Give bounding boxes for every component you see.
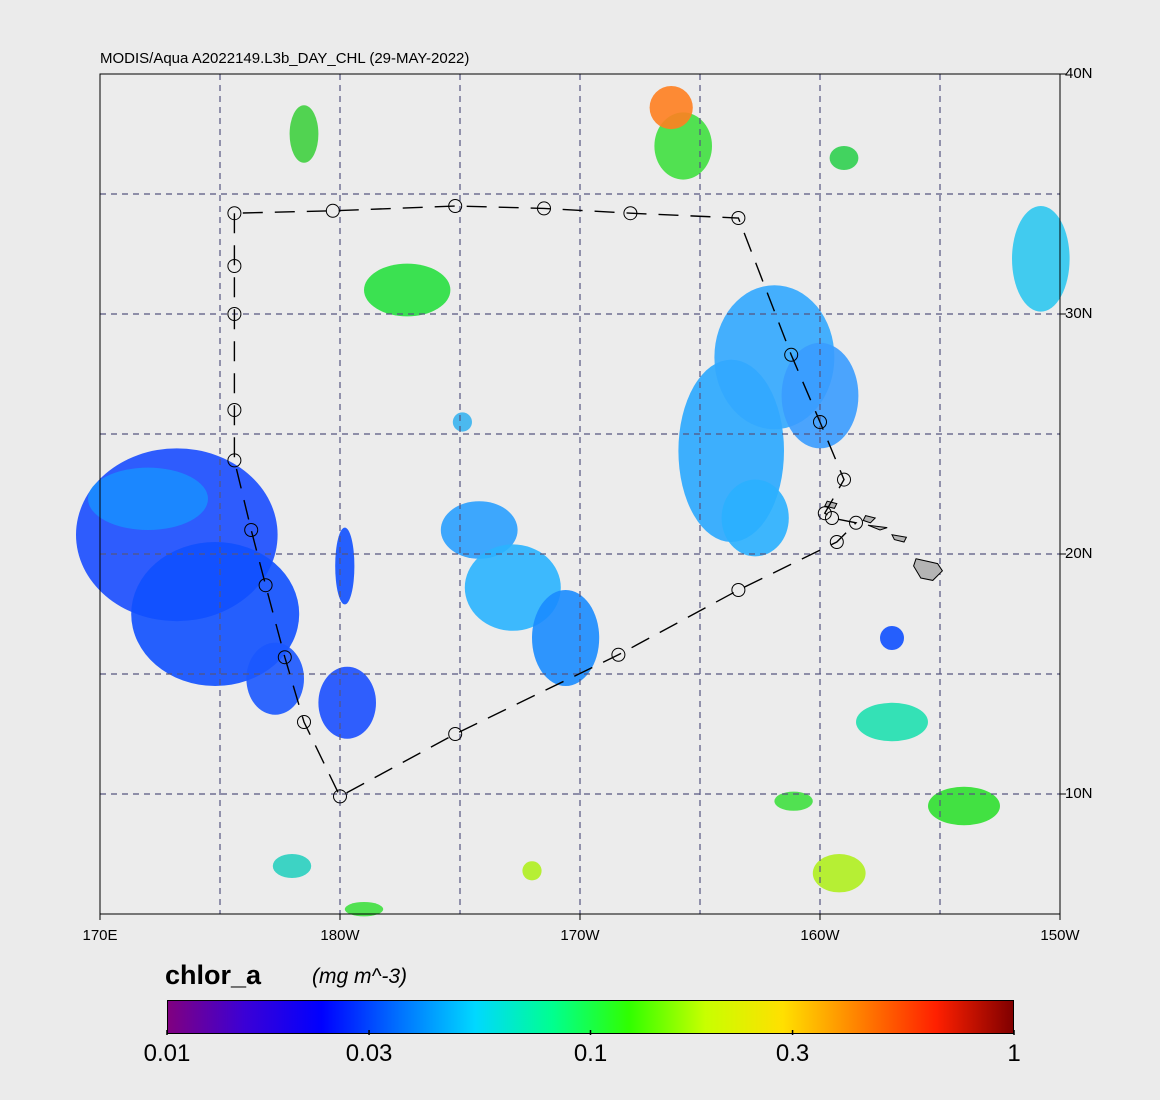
station-marker <box>448 199 463 213</box>
station-marker <box>731 211 746 225</box>
colorbar-tick-label: 0.03 <box>345 1040 393 1067</box>
station-marker <box>813 415 827 429</box>
map-frame <box>99 73 1061 915</box>
station-marker <box>333 789 347 804</box>
axis-ticks <box>99 73 1066 920</box>
station-marker <box>227 259 242 273</box>
chlorophyll-patch <box>246 642 304 715</box>
lon-label: 150W <box>1040 927 1080 944</box>
station-marker <box>784 347 799 362</box>
chlorophyll-patch <box>654 112 712 180</box>
lon-label: 160W <box>800 927 840 944</box>
station-marker <box>825 511 839 525</box>
lon-label: 170E <box>82 927 118 944</box>
chlorophyll-patch <box>344 902 384 917</box>
station-marker <box>227 403 242 417</box>
station-marker <box>277 650 292 665</box>
graticule <box>100 74 1060 914</box>
chlorophyll-patch <box>880 626 904 650</box>
track-line <box>233 205 858 798</box>
station-marker <box>297 715 311 729</box>
chlorophyll-patch <box>452 412 472 432</box>
chlorophyll-patch <box>131 542 300 686</box>
chlorophyll-patch <box>272 854 312 878</box>
station-marker <box>623 206 638 221</box>
station-marker <box>611 647 626 662</box>
station-marker <box>227 206 242 221</box>
chlorophyll-patch <box>289 105 319 163</box>
station-marker <box>448 727 463 741</box>
chlorophyll-patch <box>721 479 789 557</box>
chlorophyll-patch <box>88 467 208 530</box>
lon-label: 170W <box>560 927 600 944</box>
lat-label: 40N <box>1065 65 1093 82</box>
colorbar <box>167 1000 1014 1034</box>
station-marker <box>227 453 242 468</box>
lat-label: 20N <box>1065 545 1093 562</box>
colorbar-tick-label: 1 <box>1007 1040 1021 1067</box>
chlorophyll-patch <box>532 590 600 686</box>
chlorophyll-patch <box>522 861 542 881</box>
chlorophyll-patch <box>856 702 928 742</box>
hawaiian-islands <box>824 500 944 581</box>
lon-label: 180W <box>320 927 360 944</box>
station-marker <box>817 506 832 521</box>
station-markers <box>227 199 863 804</box>
lat-label: 30N <box>1065 305 1093 322</box>
colorbar-variable: chlor_a <box>165 960 262 990</box>
chlorophyll-patch <box>318 666 377 739</box>
station-marker <box>537 201 551 216</box>
chlorophyll-patch <box>364 263 451 317</box>
station-marker <box>227 307 242 321</box>
colorbar-units: (mg m^-3) <box>312 965 408 988</box>
station-marker <box>325 203 340 218</box>
colorbar-tick-label: 0.01 <box>143 1040 191 1067</box>
chlorophyll-patch <box>812 854 866 893</box>
lat-label: 10N <box>1065 785 1093 802</box>
chlorophyll-patch <box>649 86 693 130</box>
station-marker <box>244 523 259 537</box>
island <box>862 515 877 524</box>
station-marker <box>837 472 851 487</box>
chlorophyll-patch <box>1012 205 1070 312</box>
station-marker <box>731 583 746 597</box>
chlorophyll-patch <box>335 527 355 605</box>
colorbar-tick-label: 0.3 <box>775 1040 810 1067</box>
station-marker <box>829 535 844 549</box>
chlorophyll-patch <box>774 791 813 811</box>
island <box>913 558 944 581</box>
chlorophyll-data-patches <box>76 86 1070 917</box>
island <box>891 534 908 543</box>
station-marker <box>849 515 863 530</box>
station-marker <box>258 578 273 593</box>
chlorophyll-patch <box>829 146 859 170</box>
chlorophyll-patch <box>464 544 561 631</box>
island <box>867 524 888 531</box>
colorbar-tick-label: 0.1 <box>573 1040 608 1067</box>
map-title: MODIS/Aqua A2022149.L3b_DAY_CHL (29-MAY-… <box>100 50 470 67</box>
cruise-track <box>233 205 858 798</box>
chlorophyll-patch <box>928 786 1000 826</box>
